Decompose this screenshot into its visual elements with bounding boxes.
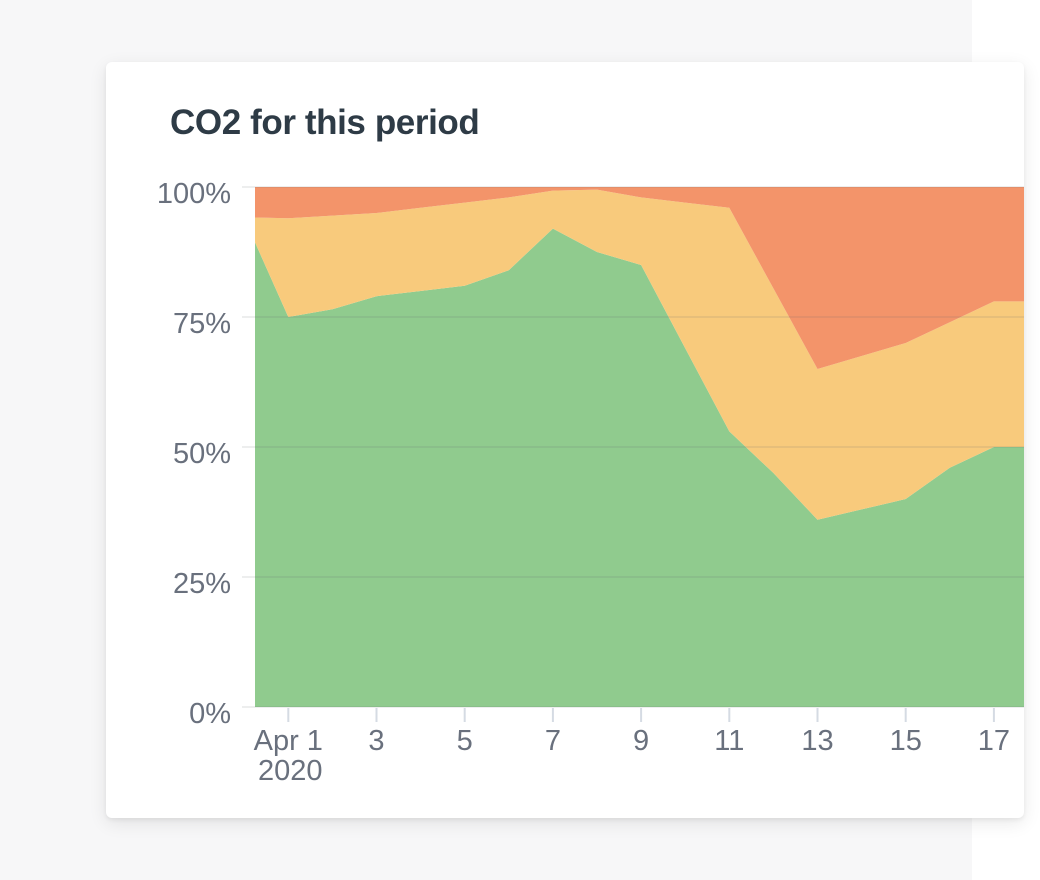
gridlines	[242, 186, 1024, 708]
chart-card: CO2 for this period 0% 25% 50% 75% 100% Apr 1…	[106, 62, 1024, 818]
y-axis-label: 100%	[157, 178, 231, 210]
chart-title: CO2 for this period	[170, 103, 480, 142]
y-axis-label: 75%	[173, 308, 231, 340]
x-axis-label: 13	[801, 725, 833, 757]
x-axis-label: 17	[978, 725, 1010, 757]
y-axis-labels: 0% 25% 50% 75% 100%	[157, 178, 231, 730]
x-axis-label: 9	[633, 725, 649, 757]
y-axis-label: 25%	[173, 568, 231, 600]
x-axis-label: 5	[457, 725, 473, 757]
y-axis-label: 50%	[173, 438, 231, 470]
green-band-area	[255, 228, 1024, 707]
orange-band-area	[255, 187, 1024, 369]
x-axis-label: 11	[714, 725, 744, 757]
plot-area[interactable]	[244, 187, 1024, 707]
x-axis-label: Apr 1	[254, 725, 323, 757]
x-axis-label: 7	[545, 725, 561, 757]
y-axis-label: 0%	[189, 698, 231, 730]
x-axis-label: 15	[890, 725, 922, 757]
yellow-band-area	[255, 189, 1024, 520]
x-axis-sublabel: 2020	[258, 755, 323, 787]
x-axis-label: 3	[368, 725, 384, 757]
